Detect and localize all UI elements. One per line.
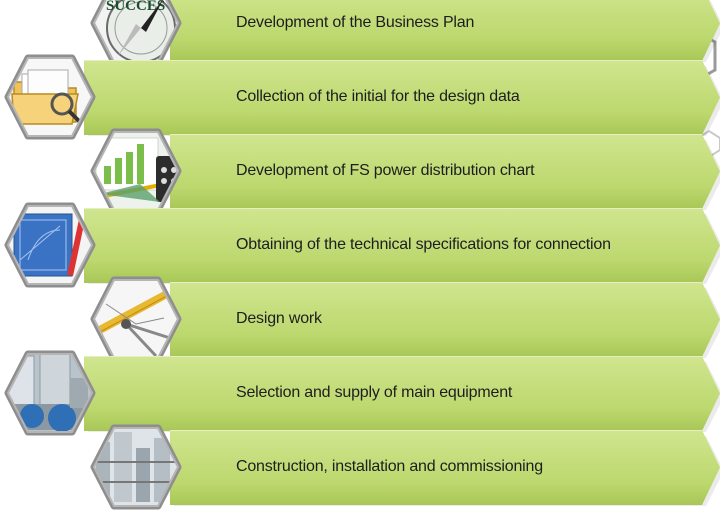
step-label: Collection of the initial for the design… [236, 88, 520, 105]
process-step: Collection of the initial for the design… [0, 54, 720, 140]
step-label: Construction, installation and commissio… [236, 458, 543, 475]
step-banner [170, 0, 720, 61]
process-step: Selection and supply of main equipment [0, 350, 720, 436]
step-banner [84, 60, 720, 135]
step-banner [170, 282, 720, 357]
folder-documents-icon [2, 54, 98, 140]
step-banner [84, 356, 720, 431]
process-step: Construction, installation and commissio… [0, 424, 720, 510]
blueprint-icon [2, 202, 98, 288]
process-step: Obtaining of the technical specification… [0, 202, 720, 288]
compass-success-icon: SUCCES [88, 0, 184, 66]
industrial-equipment-icon [2, 350, 98, 436]
industrial-plant-icon [88, 424, 184, 510]
process-step: Development of FS power distribution cha… [0, 128, 720, 214]
step-banner [84, 208, 720, 283]
step-label: Development of FS power distribution cha… [236, 162, 535, 179]
svg-text:SUCCES: SUCCES [106, 0, 165, 14]
process-step: Development of the Business Plan SUCCES [0, 0, 720, 66]
step-banner [170, 134, 720, 209]
chart-calculator-icon [88, 128, 184, 214]
step-label: Development of the Business Plan [236, 14, 475, 31]
drafting-tools-icon [88, 276, 184, 362]
process-step: Design work [0, 276, 720, 362]
step-label: Obtaining of the technical specification… [236, 236, 611, 253]
step-label: Selection and supply of main equipment [236, 384, 513, 401]
step-label: Design work [236, 310, 322, 327]
